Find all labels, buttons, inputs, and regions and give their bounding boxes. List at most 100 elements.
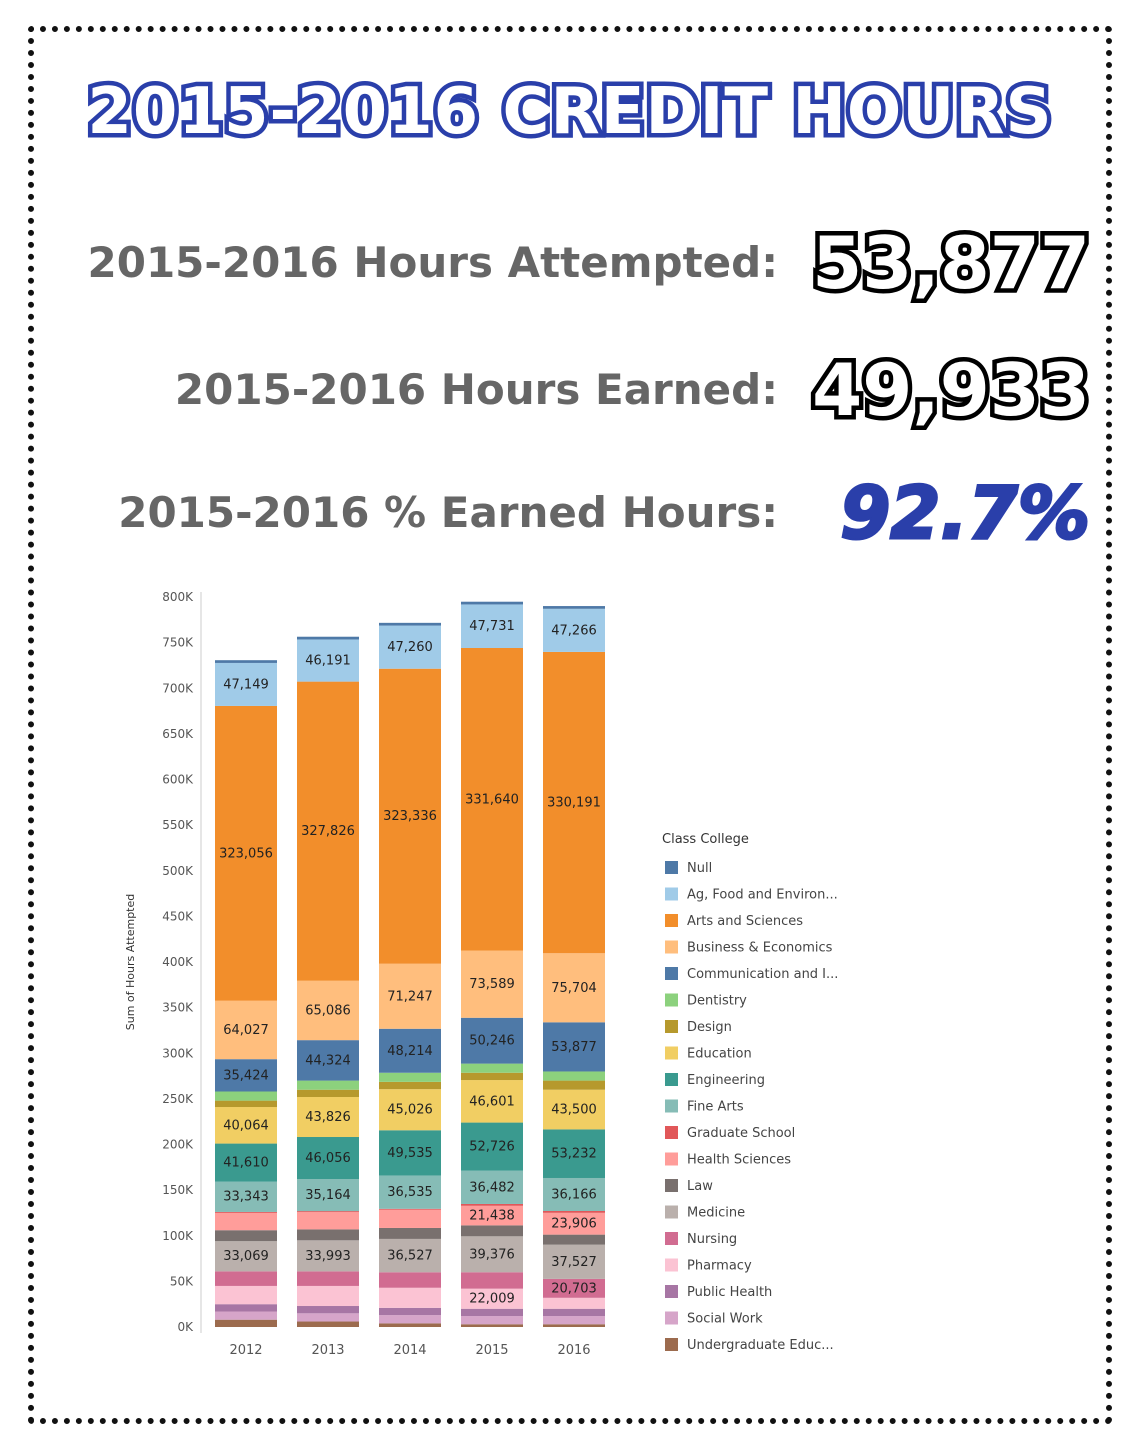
bar-data-label: 39,376: [469, 1247, 515, 1262]
y-tick-label: 50K: [170, 1274, 194, 1288]
legend-item: Education: [687, 1047, 752, 1062]
bar-segment: [297, 980, 359, 1041]
legend-swatch: [665, 1205, 678, 1219]
legend-swatch: [665, 1285, 678, 1298]
legend-item: Business & Economics: [687, 941, 833, 956]
legend-item: Pharmacy: [687, 1259, 752, 1274]
bar-segment: [215, 1304, 277, 1312]
bar-segment: [379, 1028, 441, 1073]
bar-segment: [297, 1285, 359, 1307]
bar-segment: [215, 660, 277, 663]
legend-item: Arts and Sciences: [687, 914, 803, 929]
bar-segment: [215, 1100, 277, 1108]
bar-data-label: 331,640: [465, 792, 519, 807]
bar-data-label: 47,149: [223, 677, 269, 692]
bar-segment: [543, 1022, 605, 1072]
legend-swatch: [665, 1099, 678, 1113]
bar-segment: [543, 1234, 605, 1245]
y-tick-label: 100K: [162, 1229, 194, 1243]
bar-segment: [461, 1236, 523, 1273]
bar-data-label: 36,527: [387, 1249, 433, 1264]
bar-segment: [297, 1229, 359, 1241]
legend-item: Communication and I...: [687, 967, 838, 982]
bar-segment: [461, 1122, 523, 1171]
x-tick-label: 2012: [229, 1343, 262, 1358]
y-tick-label: 600K: [162, 773, 194, 787]
bar-segment: [379, 1072, 441, 1082]
bar-segment: [215, 1271, 277, 1286]
y-axis-label: Sum of Hours Attempted: [124, 894, 137, 1030]
stat-hours-attempted: 2015-2016 Hours Attempted: 53,877: [60, 217, 1100, 310]
bar-segment: [461, 1063, 523, 1073]
x-tick-label: 2014: [393, 1343, 426, 1358]
bar-segment: [379, 668, 441, 964]
bar-data-label: 46,191: [305, 654, 351, 669]
bar-segment: [543, 1177, 605, 1211]
dotted-border-frame: [28, 26, 1112, 1424]
bar-segment: [215, 1107, 277, 1144]
stat-percent-earned-value: 92.7%: [839, 470, 1092, 557]
bar-segment: [543, 1316, 605, 1325]
bar-segment: [461, 1316, 523, 1325]
bar-data-label: 43,826: [305, 1110, 351, 1125]
y-tick-label: 800K: [162, 590, 194, 604]
legend-title: Class College: [662, 832, 749, 847]
bar-segment: [215, 1285, 277, 1305]
bar-data-label: 35,424: [223, 1068, 269, 1083]
stat-percent-earned-label: 2015-2016 % Earned Hours:: [118, 488, 778, 537]
bar-data-label: 45,026: [387, 1103, 433, 1118]
bar-data-label: 33,343: [223, 1190, 269, 1205]
bar-segment: [461, 950, 523, 1018]
bar-data-label: 47,266: [551, 623, 597, 638]
legend-item: Undergraduate Educ...: [687, 1338, 834, 1353]
bar-data-label: 47,731: [469, 619, 515, 634]
bar-segment: [461, 1205, 523, 1226]
bar-segment: [543, 1308, 605, 1317]
bar-data-label: 37,527: [551, 1255, 597, 1270]
bar-segment: [543, 1297, 605, 1309]
bar-segment: [379, 1209, 441, 1228]
bar-segment: [215, 1241, 277, 1272]
bar-data-label: 46,601: [469, 1094, 515, 1109]
legend-item: Engineering: [687, 1073, 765, 1088]
bar-segment: [297, 1321, 359, 1327]
bar-segment: [461, 1288, 523, 1309]
bar-data-label: 64,027: [223, 1023, 269, 1038]
stat-hours-attempted-label: 2015-2016 Hours Attempted:: [87, 238, 778, 287]
bar-segment: [297, 1040, 359, 1081]
bar-segment: [543, 1244, 605, 1279]
bar-segment: [215, 1181, 277, 1212]
bar-segment: [215, 1211, 277, 1213]
bar-data-label: 36,166: [551, 1187, 597, 1202]
bar-segment: [297, 1097, 359, 1138]
bar-data-label: 21,438: [469, 1209, 515, 1224]
bar-data-label: 52,726: [469, 1140, 515, 1155]
bar-data-label: 47,260: [387, 640, 433, 655]
page-title: 2015-2016 CREDIT HOURS: [83, 71, 1056, 154]
legend-item: Fine Arts: [687, 1100, 744, 1115]
bar-segment: [215, 1143, 277, 1182]
legend-item: Social Work: [687, 1312, 763, 1327]
bar-segment: [297, 636, 359, 640]
bar-segment: [297, 1212, 359, 1230]
bar-segment: [379, 1227, 441, 1239]
legend-swatch: [665, 1232, 678, 1245]
legend-item: Dentistry: [687, 994, 747, 1009]
bar-data-label: 50,246: [469, 1034, 515, 1049]
bar-data-label: 44,324: [305, 1053, 351, 1068]
legend-swatch: [665, 1046, 678, 1060]
bar-segment: [543, 1080, 605, 1090]
y-tick-label: 550K: [162, 818, 194, 832]
bar-segment: [543, 606, 605, 609]
bar-segment: [379, 963, 441, 1029]
bar-data-label: 49,535: [387, 1146, 433, 1161]
bar-segment: [461, 1203, 523, 1206]
legend-swatch: [665, 1311, 678, 1325]
bar-segment: [297, 1271, 359, 1286]
y-tick-label: 250K: [162, 1092, 194, 1106]
legend-swatch: [665, 1126, 678, 1139]
bar-data-label: 35,164: [305, 1188, 351, 1203]
x-tick-label: 2016: [557, 1343, 590, 1358]
legend-item: Health Sciences: [687, 1153, 791, 1168]
bar-segment: [461, 604, 523, 649]
